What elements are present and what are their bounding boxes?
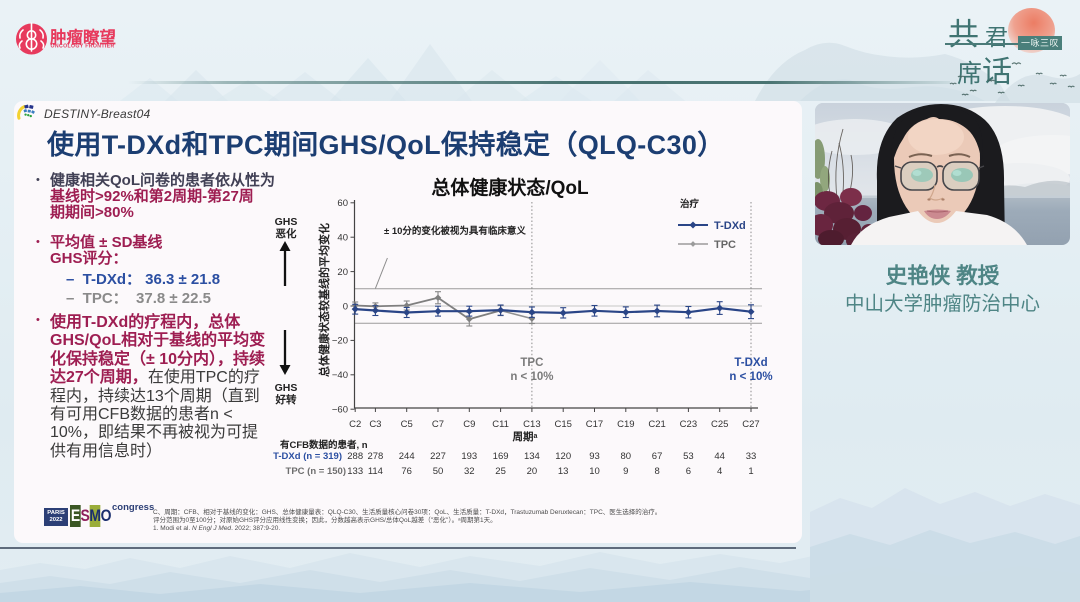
svg-text:C9: C9 [463, 419, 475, 430]
svg-text:C15: C15 [554, 419, 571, 430]
svg-text:n < 10%: n < 10% [729, 371, 772, 383]
svg-text:C21: C21 [648, 419, 665, 430]
svg-text:−20: −20 [332, 336, 348, 347]
svg-text:C25: C25 [711, 419, 728, 430]
svg-text:C27: C27 [742, 419, 759, 430]
svg-text:−40: −40 [332, 370, 348, 381]
svg-text:T-DXd: T-DXd [734, 357, 767, 369]
svg-text:n < 10%: n < 10% [510, 371, 553, 383]
svg-text:TPC: TPC [714, 239, 736, 251]
svg-text:C11: C11 [492, 419, 509, 430]
svg-text:C2: C2 [349, 419, 361, 430]
svg-text:T-DXd: T-DXd [714, 220, 746, 232]
svg-text:20: 20 [337, 267, 348, 278]
svg-text:60: 60 [337, 198, 348, 209]
svg-text:C7: C7 [432, 419, 444, 430]
svg-text:治疗: 治疗 [680, 198, 700, 210]
svg-text:肿瘤瞭望: 肿瘤瞭望 [50, 27, 116, 47]
svg-text:C23: C23 [680, 419, 697, 430]
svg-text:C3: C3 [369, 419, 381, 430]
svg-text:± 10分的变化被视为具有临床意义: ± 10分的变化被视为具有临床意义 [384, 225, 526, 237]
svg-text:−60: −60 [332, 405, 348, 416]
svg-text:ONCOLOGY FRONTIER: ONCOLOGY FRONTIER [51, 44, 115, 50]
svg-text:0: 0 [343, 301, 348, 312]
svg-text:TPC: TPC [520, 357, 543, 369]
svg-text:C13: C13 [523, 419, 540, 430]
svg-text:C5: C5 [401, 419, 413, 430]
svg-text:C17: C17 [586, 419, 603, 430]
svg-text:周期a: 周期a [513, 430, 538, 443]
svg-text:C19: C19 [617, 419, 634, 430]
svg-text:40: 40 [337, 233, 348, 244]
